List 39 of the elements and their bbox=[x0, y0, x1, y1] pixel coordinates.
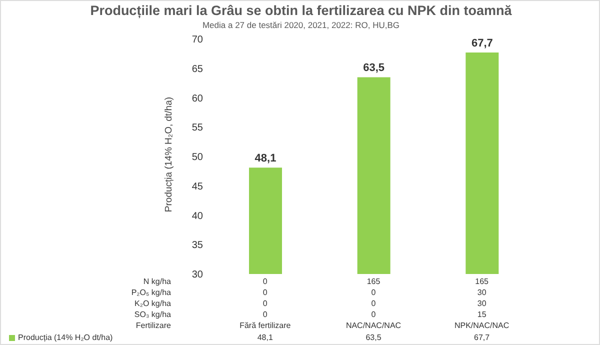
y-axis-title: Producția (14% H₂O, dt/ha) bbox=[164, 96, 174, 214]
x-tick-label: NAC/NAC/NAC bbox=[344, 320, 402, 332]
text: 15 bbox=[476, 309, 488, 322]
y-tick-label: 70 bbox=[192, 34, 204, 46]
y-tick-label: 50 bbox=[192, 152, 204, 164]
y-tick-label: 45 bbox=[192, 181, 204, 192]
text: 0 bbox=[370, 309, 377, 322]
text: 0 bbox=[370, 287, 377, 300]
text: K₂O kg/ha bbox=[134, 298, 171, 310]
text: 165 bbox=[474, 276, 490, 288]
text: 0 bbox=[262, 276, 268, 288]
legend-label: Producția (14% H₂O dt/ha) bbox=[18, 332, 113, 344]
text: SO₃ kg/ha bbox=[133, 309, 171, 322]
text: 0 bbox=[370, 298, 377, 310]
text: 30 bbox=[476, 287, 488, 300]
y-tick-label: 40 bbox=[192, 210, 204, 222]
chart-title: Producțiile mari la Grâu se obtin la fertilizarea cu NPK din toamnă bbox=[89, 3, 513, 18]
text: 0 bbox=[262, 287, 268, 300]
text: 0 bbox=[262, 298, 268, 310]
text: 48,1 bbox=[257, 332, 273, 342]
text: 63,5 bbox=[366, 332, 382, 342]
y-tick-label: 55 bbox=[192, 122, 204, 134]
text: 165 bbox=[366, 276, 382, 288]
text: 48,1 bbox=[254, 152, 276, 165]
y-tick-label: 30 bbox=[192, 270, 204, 281]
y-tick-label: 60 bbox=[192, 93, 204, 104]
text: 63,5 bbox=[363, 62, 385, 74]
chart-subtitle: Media a 27 de testări 2020, 2021, 2022: RO, HU,BG bbox=[201, 20, 401, 30]
text: N kg/ha bbox=[142, 276, 171, 288]
text: P₂O₅ kg/ha bbox=[130, 287, 171, 300]
text: 67,7 bbox=[471, 38, 493, 50]
text: 67,7 bbox=[474, 332, 490, 342]
x-tick-label: NPK/NAC/NAC bbox=[453, 320, 510, 332]
text: Fertilizare bbox=[134, 320, 171, 332]
y-tick-label: 65 bbox=[192, 64, 204, 75]
x-tick-label: Fără fertilizare bbox=[238, 320, 292, 332]
y-tick-label: 35 bbox=[192, 240, 204, 252]
text: 30 bbox=[476, 298, 488, 310]
text: 0 bbox=[262, 309, 268, 322]
